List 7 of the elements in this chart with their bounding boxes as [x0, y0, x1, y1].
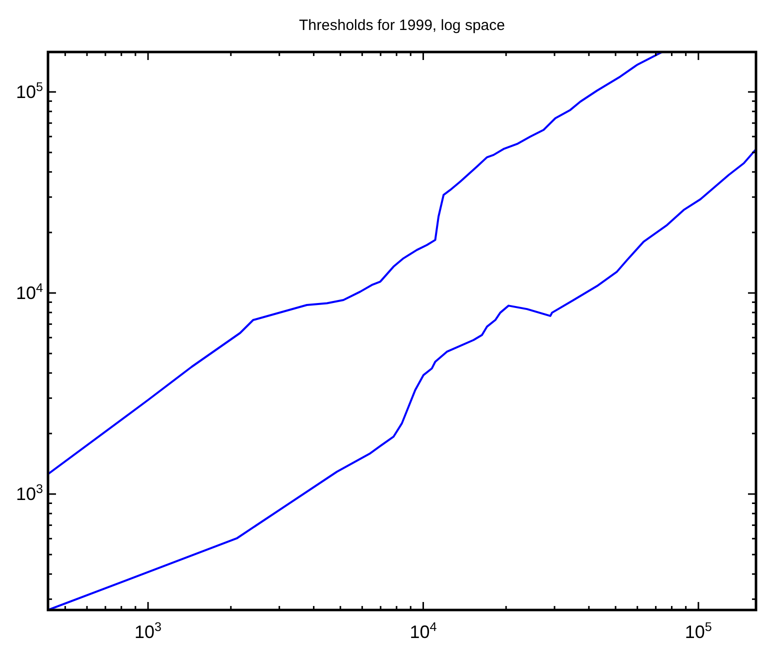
y-tick-label: 10$^{5}$ [16, 80, 43, 102]
y-tick-label: 10$^{4}$ [16, 280, 43, 303]
x-tick-label: 10$^{3}$ [134, 620, 162, 642]
y-tick-label: 10$^{3}$ [16, 482, 43, 504]
chart-title: Thresholds for 1999, log space [299, 17, 505, 34]
x-tick-label: 10$^{4}$ [410, 620, 437, 642]
x-tick-label: 10$^{5}$ [684, 620, 712, 642]
